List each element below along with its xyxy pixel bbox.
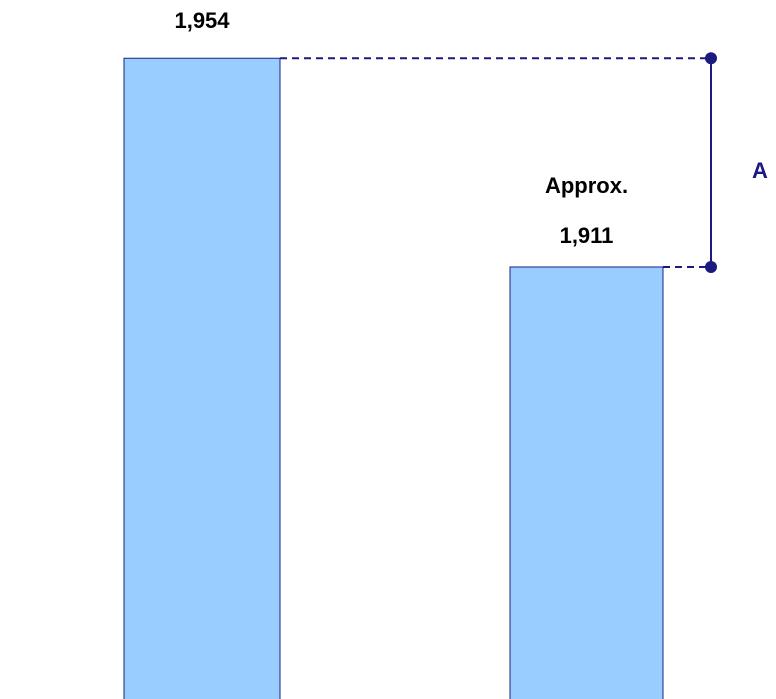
bracket-end (705, 260, 717, 273)
annotation: A (752, 158, 768, 183)
bar (123, 57, 281, 699)
approx-note: Approx. (545, 173, 628, 198)
value-label: 1,911 (560, 223, 614, 248)
value-label: 1,954 (174, 8, 230, 33)
bracket-end (705, 52, 717, 65)
bar (509, 266, 664, 699)
